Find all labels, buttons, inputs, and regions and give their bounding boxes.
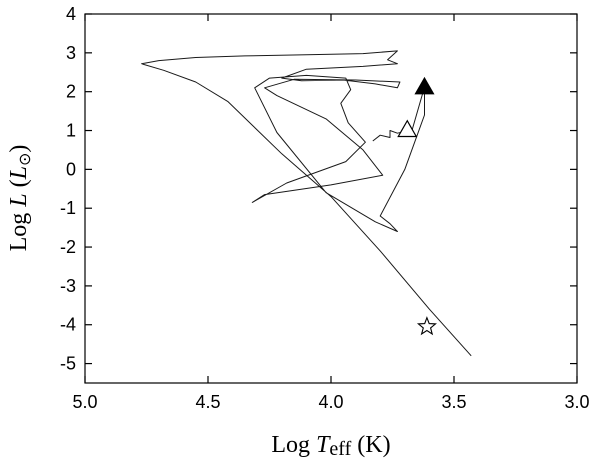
y-tick-label: -3 [60, 276, 76, 296]
tick-labels: 5.0 4.5 4.0 3.5 3.0 4 3 2 1 0 -1 -2 -3 -4 -5 [60, 4, 590, 412]
y-tick-label: -4 [60, 315, 76, 335]
evolution-track [141, 50, 472, 357]
y-tick-label: 2 [66, 82, 76, 102]
x-tick-label: 3.0 [564, 392, 589, 412]
open-triangle-marker [397, 119, 418, 138]
x-axis-title: Log Teff (K) [271, 432, 390, 460]
y-axis-title: Log L (L⊙) [6, 145, 34, 252]
filled-triangle-marker [414, 76, 435, 95]
y-tick-label: -2 [60, 237, 76, 257]
y-tick-label: -1 [60, 198, 76, 218]
x-tick-label: 3.5 [441, 392, 466, 412]
y-tick-label: -5 [60, 354, 76, 374]
y-tick-label: 0 [66, 159, 76, 179]
y-tick-label: 1 [66, 121, 76, 141]
y-tick-label: 3 [66, 43, 76, 63]
track-line-1 [141, 50, 472, 357]
track-markers [397, 76, 437, 336]
plot-frame [84, 13, 578, 384]
open-star-marker [416, 316, 437, 336]
x-tick-label: 4.5 [195, 392, 220, 412]
y-tick-label: 4 [66, 4, 76, 24]
x-tick-label: 5.0 [72, 392, 97, 412]
x-tick-label: 4.0 [318, 392, 343, 412]
